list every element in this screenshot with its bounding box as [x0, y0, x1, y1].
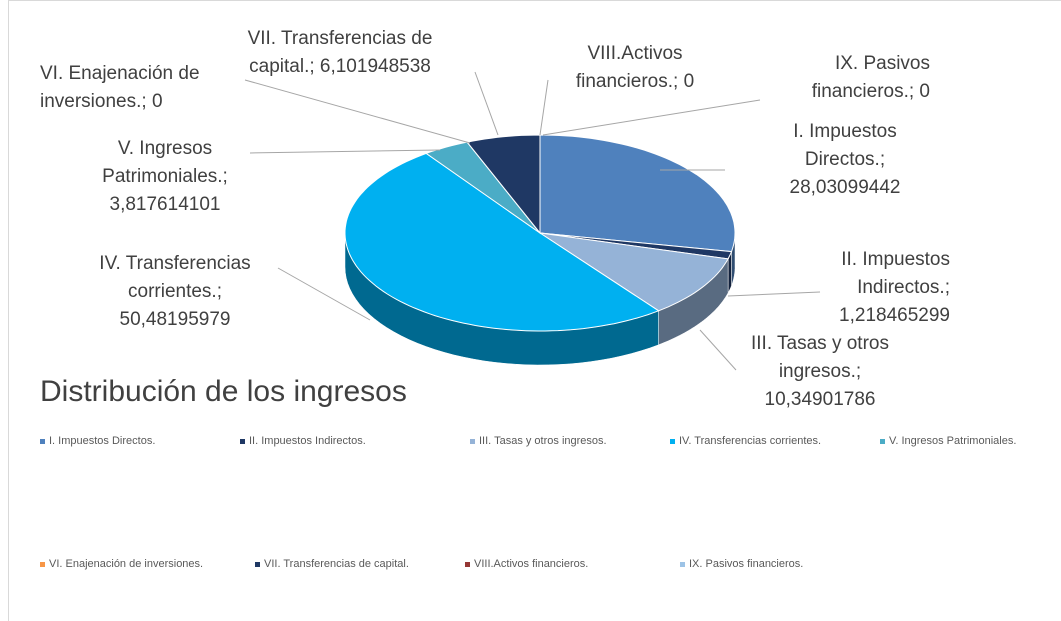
legend-swatch	[40, 438, 45, 444]
legend-swatch	[240, 438, 245, 444]
legend-entry: VIII.Activos financieros.	[465, 558, 588, 570]
legend-swatch	[40, 561, 45, 567]
leader-line	[474, 71, 499, 136]
chart-title: Distribución de los ingresos	[40, 375, 407, 408]
data-label: II. Impuestos Indirectos.; 1,218465299	[839, 249, 950, 326]
leader-line	[727, 291, 821, 297]
data-label: IX. Pasivos financieros.; 0	[811, 53, 930, 102]
data-label: VIII.Activos financieros.; 0	[575, 43, 695, 92]
leader-line	[277, 267, 371, 321]
legend-entry: IX. Pasivos financieros.	[680, 558, 803, 570]
chart-border	[8, 0, 1061, 621]
legend-swatch	[255, 561, 260, 567]
legend-label: I. Impuestos Directos.	[49, 435, 156, 447]
legend-swatch	[880, 438, 885, 444]
pie-slice	[466, 134, 541, 235]
legend-swatch	[470, 438, 475, 444]
legend-label: IX. Pasivos financieros.	[689, 558, 804, 570]
legend-entry: II. Impuestos Indirectos.	[240, 435, 366, 447]
legend-label: VI. Enajenación de inversiones.	[49, 558, 204, 570]
data-label: VII. Transferencias de capital.; 6,10194…	[247, 28, 433, 77]
legend-entry: I. Impuestos Directos.	[40, 435, 155, 447]
legend-entry: III. Tasas y otros ingresos.	[470, 435, 607, 447]
legend-entry: V. Ingresos Patrimoniales.	[880, 435, 1016, 447]
pie-slice	[539, 232, 729, 312]
legend-label: III. Tasas y otros ingresos.	[479, 435, 607, 447]
leader-line	[699, 329, 737, 371]
legend-label: IV. Transferencias corrientes.	[679, 435, 822, 447]
data-label: V. Ingresos Patrimoniales.; 3,817614101	[102, 138, 228, 215]
data-label: IV. Transferencias corrientes.; 50,48195…	[99, 253, 251, 330]
legend-label: V. Ingresos Patrimoniales.	[889, 435, 1017, 447]
leader-line	[542, 99, 761, 136]
leader-line	[539, 79, 549, 136]
data-label: III. Tasas y otros ingresos.; 10,3490178…	[751, 333, 889, 410]
legend-label: VII. Transferencias de capital.	[264, 558, 409, 570]
legend-entry: IV. Transferencias corrientes.	[670, 435, 821, 447]
legend-swatch	[680, 561, 685, 567]
legend-entry: VI. Enajenación de inversiones.	[40, 558, 203, 570]
legend-entry: VII. Transferencias de capital.	[255, 558, 409, 570]
pie-slice	[344, 152, 660, 332]
pie-slice	[539, 134, 736, 253]
leader-line	[244, 79, 471, 144]
pie-slice	[425, 141, 541, 234]
legend-label: II. Impuestos Indirectos.	[249, 435, 366, 447]
data-label: I. Impuestos Directos.; 28,03099442	[789, 121, 901, 198]
legend-swatch	[670, 438, 675, 444]
leader-line	[249, 149, 441, 154]
legend-swatch	[465, 561, 470, 567]
legend-label: VIII.Activos financieros.	[474, 558, 589, 570]
data-label: VI. Enajenación de inversiones.; 0	[40, 63, 200, 112]
